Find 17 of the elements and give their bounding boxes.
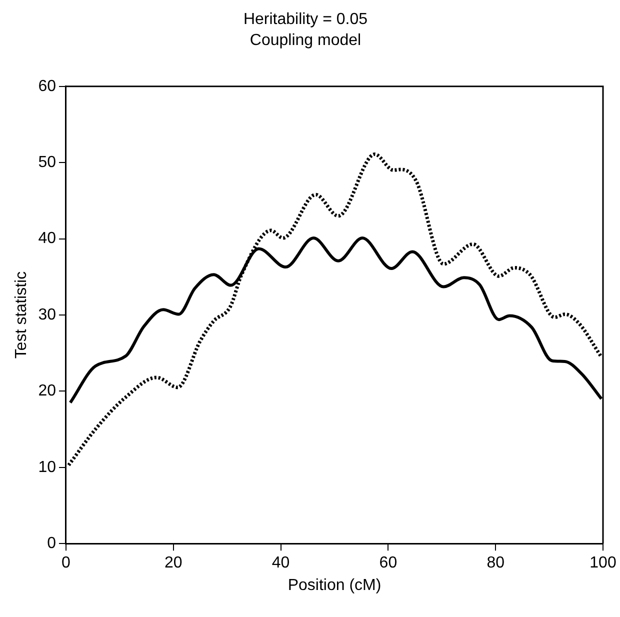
chart-subtitle: Coupling model xyxy=(250,32,362,50)
x-axis-title: Position (cM) xyxy=(288,576,382,594)
x-tick-label: 80 xyxy=(486,554,505,572)
y-tick-label: 60 xyxy=(38,78,56,95)
y-tick-label: 10 xyxy=(38,458,56,476)
y-tick-label: 50 xyxy=(38,154,56,172)
x-tick-label: 40 xyxy=(272,554,290,572)
y-tick-label: 30 xyxy=(38,306,56,324)
y-tick-label: 20 xyxy=(38,382,56,400)
y-axis-title: Test statistic xyxy=(13,271,30,359)
x-tick-label: 100 xyxy=(590,554,616,572)
x-tick-label: 20 xyxy=(164,554,182,572)
y-tick-label: 0 xyxy=(47,535,56,552)
y-tick-label: 40 xyxy=(38,230,56,248)
x-tick-label: 60 xyxy=(379,554,398,572)
chart-title: Heritability = 0.05 xyxy=(243,11,368,28)
x-tick-label: 0 xyxy=(62,554,71,572)
